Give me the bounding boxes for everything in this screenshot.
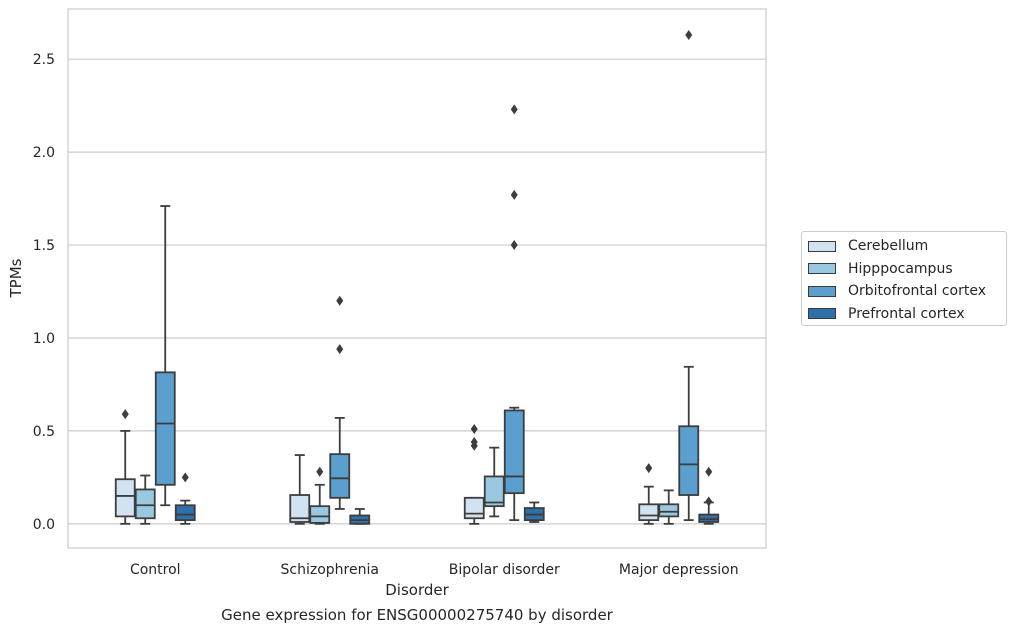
- box-cerebellum-schizophrenia: [289, 454, 311, 525]
- y-tick-label: 1.0: [33, 331, 55, 347]
- legend-item-prefrontal-cortex: Prefrontal cortex: [808, 303, 1006, 326]
- box-iqr: [638, 503, 660, 522]
- y-tick-label: 2.5: [33, 52, 55, 68]
- legend-label-prefrontal-cortex: Prefrontal cortex: [848, 305, 965, 322]
- legend-label-orbitofrontal-cortex: Orbitofrontal cortex: [848, 283, 986, 300]
- box-iqr: [174, 504, 196, 522]
- box-iqr: [114, 478, 136, 518]
- y-tick-label: 1.5: [33, 238, 55, 254]
- legend-swatch-orbitofrontal-cortex: [808, 285, 836, 297]
- y-tick-label: 2.0: [33, 145, 55, 161]
- box-cerebellum-major-depression: [638, 463, 660, 525]
- box-layer: [114, 30, 720, 525]
- box-orbitofrontal-cortex-schizophrenia: [329, 295, 351, 510]
- box-prefrontal-cortex-control: [174, 472, 196, 525]
- box-prefrontal-cortex-schizophrenia: [349, 508, 371, 525]
- box-hipppocampus-major-depression: [658, 489, 680, 525]
- outlier-point: [316, 466, 324, 477]
- box-orbitofrontal-cortex-control: [154, 205, 176, 507]
- outlier-point: [470, 437, 478, 448]
- outlier-point: [510, 240, 518, 251]
- legend-swatch-prefrontal-cortex: [808, 308, 836, 320]
- box-iqr: [698, 513, 720, 523]
- box-cerebellum-bipolar-disorder: [463, 424, 485, 525]
- outlier-point: [705, 466, 713, 477]
- box-hipppocampus-bipolar-disorder: [483, 446, 505, 518]
- y-tick-label: 0.5: [33, 424, 55, 440]
- outlier-point: [336, 344, 344, 355]
- legend-label-cerebellum: Cerebellum: [848, 238, 929, 255]
- x-tick-label: Control: [130, 562, 181, 578]
- outlier-point: [121, 409, 129, 420]
- legend-item-cerebellum: Cerebellum: [808, 235, 1006, 258]
- plot-frame: [67, 8, 767, 549]
- legend-item-hipppocampus: Hipppocampus: [808, 258, 1006, 281]
- legend: Cerebellum Hipppocampus Orbitofrontal co…: [801, 231, 1007, 326]
- box-iqr: [329, 453, 351, 499]
- box-iqr: [154, 371, 176, 486]
- chart-title: Gene expression for ENSG00000275740 by d…: [221, 606, 613, 624]
- box-iqr: [503, 409, 525, 495]
- box-orbitofrontal-cortex-major-depression: [678, 30, 700, 522]
- box-iqr: [678, 425, 700, 496]
- outlier-point: [510, 104, 518, 115]
- x-tick-label: Bipolar disorder: [449, 562, 560, 578]
- legend-swatch-hipppocampus: [808, 263, 836, 275]
- box-iqr: [134, 488, 156, 520]
- x-tick-label: Schizophrenia: [281, 562, 379, 578]
- box-iqr: [483, 475, 505, 508]
- x-tick-labels: Control Schizophrenia Bipolar disorder Majo…: [130, 562, 739, 578]
- box-prefrontal-cortex-bipolar-disorder: [523, 501, 545, 523]
- legend-item-orbitofrontal-cortex: Orbitofrontal cortex: [808, 280, 1006, 303]
- box-iqr: [658, 503, 680, 518]
- outlier-point: [181, 472, 189, 483]
- box-iqr: [463, 496, 485, 520]
- y-tick-labels: 0.0 0.5 1.0 1.5 2.0 2.5: [33, 52, 55, 533]
- outlier-point: [470, 424, 478, 435]
- box-orbitofrontal-cortex-bipolar-disorder: [503, 104, 525, 522]
- box-hipppocampus-control: [134, 474, 156, 525]
- box-iqr: [289, 494, 311, 523]
- y-axis-title: TPMs: [7, 258, 25, 298]
- box-iqr: [309, 505, 331, 524]
- outlier-point: [685, 30, 693, 41]
- legend-label-hipppocampus: Hipppocampus: [848, 260, 953, 277]
- outlier-point: [336, 295, 344, 306]
- box-cerebellum-control: [114, 409, 136, 525]
- x-tick-label: Major depression: [619, 562, 739, 578]
- outlier-point: [705, 496, 713, 507]
- legend-swatch-cerebellum: [808, 240, 836, 252]
- outlier-point: [645, 463, 653, 474]
- box-prefrontal-cortex-major-depression: [698, 466, 720, 525]
- x-axis-title: Disorder: [385, 581, 449, 599]
- outlier-point: [510, 189, 518, 200]
- y-tick-label: 0.0: [33, 517, 55, 533]
- box-hipppocampus-schizophrenia: [309, 466, 331, 525]
